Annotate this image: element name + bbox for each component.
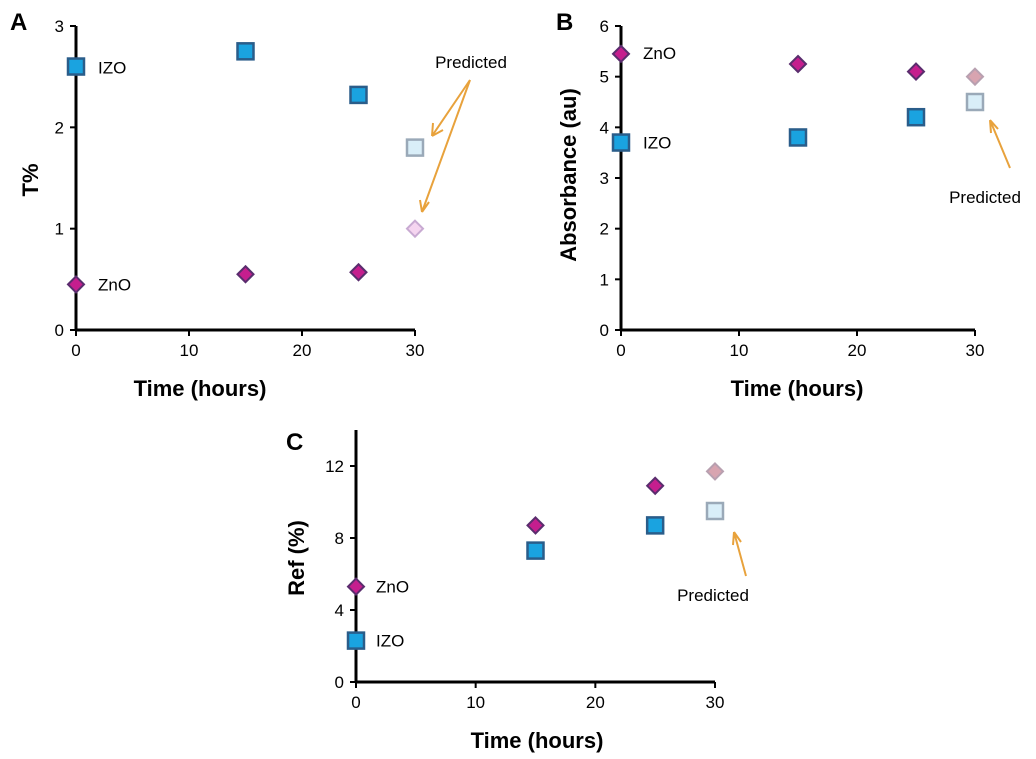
panel-c-x-tick-label: 30 <box>706 693 725 712</box>
panel-b-plot-area: 0 10 20 30 0 1 2 3 4 5 6 ZnO IZO <box>600 17 985 360</box>
panel-c-x-axis-title: Time (hours) <box>471 728 604 753</box>
panel-a-x-tick-label: 10 <box>180 341 199 360</box>
panel-a-x-axis-title: Time (hours) <box>134 376 267 401</box>
panel-b-x-tick-label: 10 <box>730 341 749 360</box>
panel-b-x-axis-title: Time (hours) <box>731 376 864 401</box>
panel-b-y-tick-label: 3 <box>600 169 609 188</box>
panel-c: C Time (hours) Ref (%) 0 10 20 30 0 4 8 12 ZnO IZ… <box>284 429 749 753</box>
panel-b-y-tick-label: 5 <box>600 68 609 87</box>
panel-b-zno-point <box>906 62 926 82</box>
panel-b-zno-predicted-point <box>965 67 985 87</box>
panel-b-izo-point <box>611 133 631 152</box>
panel-a-y-tick-label: 3 <box>55 17 64 36</box>
panel-b-y-tick-label: 2 <box>600 220 609 239</box>
panel-b-izo-predicted-point <box>965 92 985 112</box>
panel-c-izo-point <box>346 631 366 650</box>
panel-a-y-tick-label: 1 <box>55 220 64 239</box>
panel-c-izo-series-label: IZO <box>376 632 404 651</box>
panel-c-zno-series-label: ZnO <box>376 578 409 597</box>
panel-b-zno-point <box>788 54 808 74</box>
panel-c-izo-predicted-point <box>705 501 725 521</box>
panel-c-izo-point <box>645 516 665 535</box>
panel-c-x-tick-label: 20 <box>586 693 605 712</box>
panel-b-x-tick-label: 0 <box>616 341 625 360</box>
panel-b-predicted-arrow <box>989 119 1011 169</box>
panel-c-predicted-label: Predicted <box>677 586 749 605</box>
panel-b: B Time (hours) Absorbance (au) 0 10 20 30 0 1… <box>556 9 1021 401</box>
panel-c-zno-point <box>645 476 665 496</box>
panel-c-zno-point <box>346 577 366 597</box>
panel-b-y-tick-label: 6 <box>600 17 609 36</box>
panel-a-izo-predicted-point <box>405 138 425 157</box>
panel-a-izo-series-label: IZO <box>98 59 126 78</box>
panel-a-zno-point <box>236 264 255 284</box>
panel-a-y-tick-label: 0 <box>55 321 64 340</box>
panel-c-y-tick-label: 12 <box>325 457 344 476</box>
panel-a-x-tick-label: 0 <box>71 341 80 360</box>
panel-a-izo-point <box>236 42 255 61</box>
panel-a: A Time (hours) T% 0 10 20 30 0 1 2 3 IZO ZnO Pred… <box>10 9 507 401</box>
panel-a-x-tick-label: 30 <box>406 341 425 360</box>
panel-a-izo-point <box>349 85 368 105</box>
panel-b-zno-point <box>611 44 631 64</box>
panel-b-letter: B <box>556 9 573 36</box>
panel-a-zno-point <box>66 274 86 294</box>
panel-b-x-tick-label: 30 <box>966 341 985 360</box>
panel-b-x-tick-label: 20 <box>848 341 867 360</box>
panel-c-izo-point <box>526 541 545 560</box>
panel-a-predicted-label: Predicted <box>435 53 507 72</box>
panel-b-predicted-label: Predicted <box>949 188 1021 207</box>
panel-a-y-axis-title: T% <box>18 164 43 197</box>
panel-c-plot-area: 0 10 20 30 0 4 8 12 ZnO IZO <box>325 430 724 712</box>
panel-b-zno-series-label: ZnO <box>643 44 676 63</box>
panel-b-izo-point <box>788 128 808 147</box>
panel-b-y-tick-label: 4 <box>600 118 609 137</box>
panel-b-y-tick-label: 1 <box>600 270 609 289</box>
panel-b-y-axis-title: Absorbance (au) <box>556 88 581 262</box>
panel-a-zno-series-label: ZnO <box>98 275 131 294</box>
panel-a-plot-area: 0 10 20 30 0 1 2 3 IZO ZnO <box>55 17 425 360</box>
panel-c-y-tick-label: 4 <box>335 601 344 620</box>
panel-c-predicted-arrow <box>732 531 747 577</box>
panel-a-zno-predicted-point <box>405 219 425 239</box>
panel-a-predicted-arrow-1 <box>431 79 471 137</box>
panel-c-zno-point <box>526 515 545 535</box>
panel-b-y-tick-label: 0 <box>600 321 609 340</box>
panel-a-letter: A <box>10 9 27 36</box>
panel-c-letter: C <box>286 429 303 456</box>
panel-c-x-tick-label: 10 <box>466 693 485 712</box>
panel-a-zno-point <box>349 262 368 282</box>
panel-c-x-tick-label: 0 <box>351 693 360 712</box>
panel-c-zno-predicted-point <box>705 461 725 481</box>
panel-c-y-axis-title: Ref (%) <box>284 520 309 596</box>
panel-a-izo-point <box>66 57 86 76</box>
panel-a-x-tick-label: 20 <box>293 341 312 360</box>
panel-a-predicted-arrow-2 <box>419 79 471 213</box>
panel-b-izo-series-label: IZO <box>643 134 671 153</box>
panel-c-y-tick-label: 8 <box>335 529 344 548</box>
panel-b-izo-point <box>906 107 926 127</box>
panel-a-y-tick-label: 2 <box>55 118 64 137</box>
panel-c-y-tick-label: 0 <box>335 673 344 692</box>
